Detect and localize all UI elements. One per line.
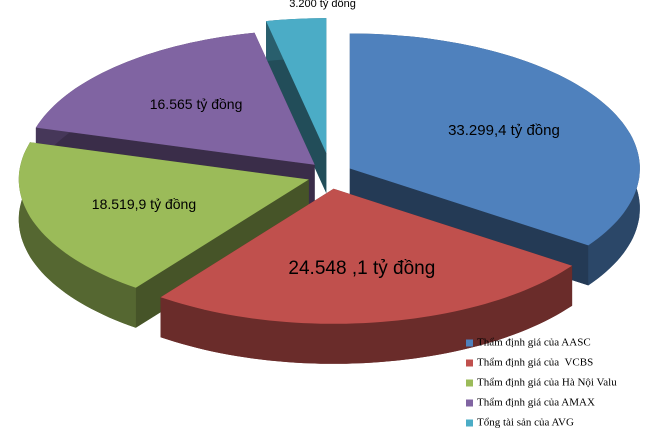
legend-label: Thẩm định giá của Hà Nội Valu xyxy=(477,377,617,389)
data-label: 33.299,4 tỷ đồng xyxy=(448,122,560,139)
legend-label: Thẩm định giá của VCBS xyxy=(477,357,593,369)
slice xyxy=(349,33,640,246)
legend-label: Thẩm định giá của AMAX xyxy=(477,397,595,409)
data-label: 16.565 tỷ đồng xyxy=(150,96,243,112)
legend-swatch xyxy=(466,399,473,407)
legend-swatch xyxy=(466,419,473,427)
legend-swatch xyxy=(466,359,473,367)
slice-rim xyxy=(18,142,136,328)
data-label: 3.200 tỷ đồng xyxy=(289,0,356,10)
slice-rim xyxy=(160,265,573,364)
legend-swatch xyxy=(466,379,473,387)
slice xyxy=(18,142,309,288)
slice xyxy=(266,18,327,154)
slice xyxy=(35,32,315,165)
slice xyxy=(160,188,573,324)
legend-label: Thẩm định giá của AASC xyxy=(477,337,591,349)
slice-wall xyxy=(266,21,327,194)
data-label: 24.548 ,1 tỷ đồng xyxy=(288,258,435,279)
legend-label: Tổng tài sản của AVG xyxy=(477,417,574,429)
legend-swatch xyxy=(466,339,473,347)
data-label: 18.519,9 tỷ đồng xyxy=(92,196,196,212)
